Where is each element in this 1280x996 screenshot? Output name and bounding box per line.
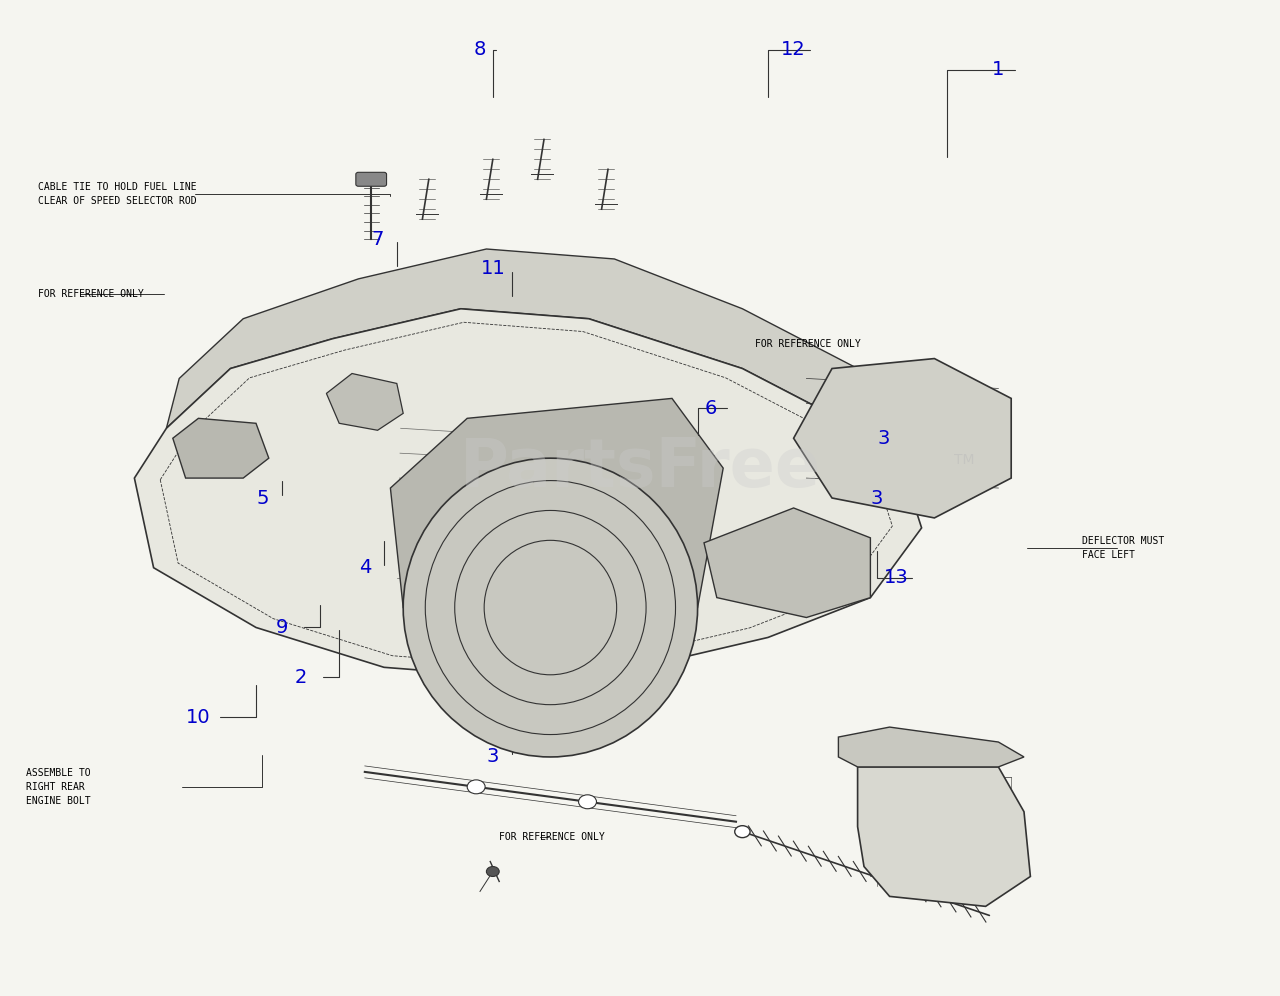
Text: DEFLECTOR MUST
FACE LEFT: DEFLECTOR MUST FACE LEFT	[1082, 536, 1164, 560]
Text: 8: 8	[474, 40, 486, 60]
Polygon shape	[173, 418, 269, 478]
Text: 9: 9	[275, 618, 288, 637]
Text: 5: 5	[256, 488, 269, 508]
Polygon shape	[134, 309, 922, 677]
Polygon shape	[838, 727, 1024, 767]
Circle shape	[735, 826, 750, 838]
Text: 3: 3	[486, 747, 499, 767]
Polygon shape	[704, 508, 870, 618]
Polygon shape	[794, 359, 1011, 518]
FancyBboxPatch shape	[356, 172, 387, 186]
Polygon shape	[326, 374, 403, 430]
Text: 3: 3	[877, 428, 890, 448]
Polygon shape	[858, 767, 1030, 906]
Text: 12: 12	[781, 40, 806, 60]
Text: 11: 11	[480, 259, 506, 279]
Circle shape	[467, 780, 485, 794]
Text: 13: 13	[883, 568, 909, 588]
Text: FOR REFERENCE ONLY: FOR REFERENCE ONLY	[499, 832, 605, 842]
Text: 2: 2	[294, 667, 307, 687]
Text: TM: TM	[954, 453, 974, 467]
Text: FOR REFERENCE ONLY: FOR REFERENCE ONLY	[38, 289, 145, 299]
Text: 3: 3	[870, 488, 883, 508]
Text: CABLE TIE TO HOLD FUEL LINE
CLEAR OF SPEED SELECTOR ROD: CABLE TIE TO HOLD FUEL LINE CLEAR OF SPE…	[38, 182, 197, 206]
Text: 7: 7	[371, 229, 384, 249]
Text: 1: 1	[992, 60, 1005, 80]
Polygon shape	[166, 249, 922, 468]
Text: 10: 10	[186, 707, 211, 727]
Text: FOR REFERENCE ONLY: FOR REFERENCE ONLY	[755, 339, 861, 349]
Text: 4: 4	[358, 558, 371, 578]
Polygon shape	[390, 398, 723, 608]
Circle shape	[579, 795, 596, 809]
Circle shape	[486, 867, 499, 876]
Text: PartsFree: PartsFree	[460, 435, 820, 501]
Text: ASSEMBLE TO
RIGHT REAR
ENGINE BOLT: ASSEMBLE TO RIGHT REAR ENGINE BOLT	[26, 768, 90, 806]
Text: 6: 6	[704, 398, 717, 418]
Ellipse shape	[403, 458, 698, 757]
